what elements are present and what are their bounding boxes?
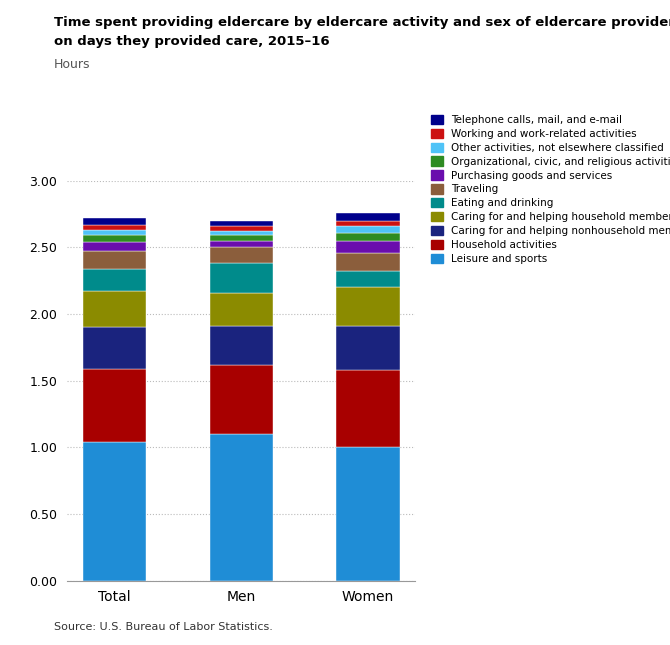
Bar — [210, 232, 273, 235]
Bar — [210, 293, 273, 326]
Bar — [83, 230, 146, 235]
Bar — [336, 272, 399, 287]
Text: Source: U.S. Bureau of Labor Statistics.: Source: U.S. Bureau of Labor Statistics. — [54, 622, 273, 632]
Bar — [210, 364, 273, 434]
Bar — [336, 226, 399, 233]
Bar — [83, 268, 146, 292]
Bar — [83, 368, 146, 442]
Bar — [336, 326, 399, 370]
Text: Hours: Hours — [54, 58, 90, 71]
Bar — [210, 221, 273, 226]
Bar — [336, 213, 399, 221]
Bar — [336, 253, 399, 272]
Bar — [210, 434, 273, 580]
Bar — [83, 442, 146, 580]
Bar — [336, 241, 399, 253]
Bar — [83, 242, 146, 252]
Bar — [336, 447, 399, 580]
Legend: Telephone calls, mail, and e-mail, Working and work-related activities, Other ac: Telephone calls, mail, and e-mail, Worki… — [431, 115, 670, 264]
Bar — [336, 287, 399, 326]
Bar — [210, 235, 273, 241]
Bar — [210, 247, 273, 263]
Bar — [83, 252, 146, 268]
Bar — [210, 263, 273, 293]
Bar — [336, 233, 399, 241]
Bar — [336, 221, 399, 226]
Bar — [336, 370, 399, 447]
Bar — [83, 235, 146, 242]
Bar — [83, 327, 146, 368]
Bar — [210, 241, 273, 247]
Text: on days they provided care, 2015–16: on days they provided care, 2015–16 — [54, 35, 329, 48]
Bar — [83, 224, 146, 230]
Bar — [210, 226, 273, 232]
Bar — [210, 326, 273, 364]
Bar — [83, 292, 146, 327]
Bar — [83, 218, 146, 224]
Text: Time spent providing eldercare by eldercare activity and sex of eldercare provid: Time spent providing eldercare by elderc… — [54, 16, 670, 29]
